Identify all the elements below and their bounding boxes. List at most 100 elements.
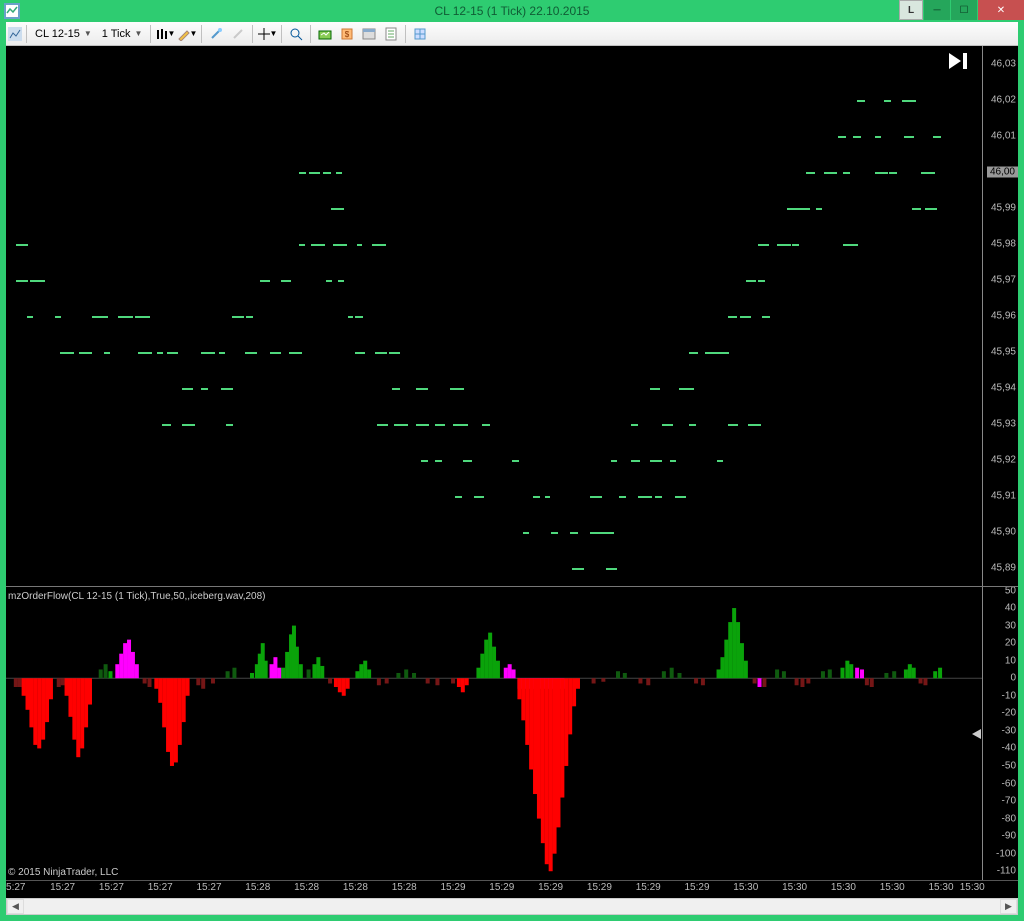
x-axis-label: 15:27 — [196, 882, 221, 893]
x-axis-label: 15:27 — [50, 882, 75, 893]
x-axis-label: 15:30 — [782, 882, 807, 893]
y-axis-label: -70 — [1002, 796, 1016, 807]
caret-icon: ▼ — [84, 29, 92, 38]
y-axis-label: -80 — [1002, 813, 1016, 824]
maximize-button[interactable]: ☐ — [951, 0, 977, 20]
caret-icon: ▼ — [135, 29, 143, 38]
y-axis-label: -40 — [1002, 743, 1016, 754]
y-axis-label: 46,03 — [991, 59, 1016, 70]
x-axis-label: 5:27 — [6, 882, 25, 893]
y-axis-label: 45,99 — [991, 203, 1016, 214]
app-window: CL 12-15 (1 Tick) 22.10.2015 L ─ ☐ ✕ CL … — [0, 0, 1024, 921]
main-y-axis[interactable]: 46,03 46,02 46,01 46,00 45,99 45,98 45,97 45,96… — [982, 46, 1018, 586]
y-axis-label: 20 — [1005, 638, 1016, 649]
copyright-label: © 2015 NinjaTrader, LLC — [8, 867, 118, 878]
x-axis[interactable]: 5:27 15:27 15:27 15:27 15:27 15:28 15:28 15:28 1… — [6, 880, 1018, 898]
indicator-label: mzOrderFlow(CL 12-15 (1 Tick),True,50,,i… — [8, 591, 266, 602]
scroll-track[interactable] — [24, 899, 1000, 914]
y-axis-label: -50 — [1002, 760, 1016, 771]
separator — [281, 25, 282, 43]
x-axis-label: 15:28 — [245, 882, 270, 893]
y-axis-label: 0 — [1010, 673, 1016, 684]
main-chart[interactable]: 46,03 46,02 46,01 46,00 45,99 45,98 45,97 45,96… — [6, 46, 1018, 586]
window-controls: L ─ ☐ ✕ — [898, 0, 1024, 22]
x-axis-label: 15:28 — [343, 882, 368, 893]
y-axis-label: 45,95 — [991, 347, 1016, 358]
sub-y-axis[interactable]: 50 40 30 20 10 0 -10 -20 -30 -40 -50 -60 -70 -80 -90 -1… — [982, 587, 1018, 880]
panel-button[interactable] — [359, 24, 379, 44]
y-axis-label: -30 — [1002, 725, 1016, 736]
y-axis-label: 46,02 — [991, 95, 1016, 106]
x-axis-label: 15:29 — [636, 882, 661, 893]
y-axis-label: 10 — [1005, 655, 1016, 666]
y-axis-label: 45,92 — [991, 455, 1016, 466]
x-axis-label: 15:29 — [440, 882, 465, 893]
pencil-button[interactable]: ▼ — [177, 24, 197, 44]
toolbar: CL 12-15 ▼ 1 Tick ▼ ▼ ▼ ▼ $ — [6, 22, 1018, 46]
L-button[interactable]: L — [899, 0, 923, 20]
wand2-button[interactable] — [228, 24, 248, 44]
sub-chart-svg — [6, 587, 982, 880]
y-axis-label: 45,89 — [991, 563, 1016, 574]
close-button[interactable]: ✕ — [978, 0, 1024, 20]
play-forward-icon[interactable] — [948, 52, 974, 70]
x-axis-label: 15:29 — [684, 882, 709, 893]
y-axis-label: 46,00 — [987, 167, 1018, 178]
crosshair-button[interactable]: ▼ — [257, 24, 277, 44]
separator — [150, 25, 151, 43]
y-axis-label: 40 — [1005, 603, 1016, 614]
bars-button[interactable]: ▼ — [155, 24, 175, 44]
y-axis-label: 45,90 — [991, 527, 1016, 538]
x-axis-label: 15:29 — [489, 882, 514, 893]
symbol-dropdown[interactable]: CL 12-15 ▼ — [31, 24, 96, 44]
y-axis-label: 45,98 — [991, 239, 1016, 250]
interval-dropdown[interactable]: 1 Tick ▼ — [98, 24, 147, 44]
y-axis-label: 45,96 — [991, 311, 1016, 322]
chart-container: 46,03 46,02 46,01 46,00 45,99 45,98 45,97 45,96… — [6, 46, 1018, 880]
separator — [405, 25, 406, 43]
y-axis-label: 45,93 — [991, 419, 1016, 430]
y-axis-label: -10 — [1002, 690, 1016, 701]
separator — [310, 25, 311, 43]
datafeed-button[interactable] — [315, 24, 335, 44]
interval-label: 1 Tick — [102, 28, 131, 40]
x-axis-label: 15:30 — [733, 882, 758, 893]
y-axis-label: -20 — [1002, 708, 1016, 719]
separator — [26, 25, 27, 43]
svg-text:$: $ — [345, 30, 350, 39]
x-axis-label: 15:27 — [148, 882, 173, 893]
minimize-button[interactable]: ─ — [924, 0, 950, 20]
x-axis-label: 15:30 — [928, 882, 953, 893]
x-axis-label: 15:27 — [99, 882, 124, 893]
window-title: CL 12-15 (1 Tick) 22.10.2015 — [0, 4, 1024, 18]
x-axis-label: 15:28 — [294, 882, 319, 893]
titlebar[interactable]: CL 12-15 (1 Tick) 22.10.2015 L ─ ☐ ✕ — [0, 0, 1024, 22]
y-axis-label: -90 — [1002, 831, 1016, 842]
y-axis-label: 30 — [1005, 620, 1016, 631]
x-axis-label: 15:30 — [960, 882, 985, 893]
separator — [252, 25, 253, 43]
y-axis-label: 46,01 — [991, 131, 1016, 142]
trade-button[interactable]: $ — [337, 24, 357, 44]
y-axis-label: -60 — [1002, 778, 1016, 789]
properties-button[interactable] — [381, 24, 401, 44]
x-axis-label: 15:30 — [880, 882, 905, 893]
h-scrollbar[interactable]: ◀ ▶ — [6, 898, 1018, 915]
separator — [201, 25, 202, 43]
chart-type-icon[interactable] — [8, 27, 22, 41]
sub-chart[interactable]: mzOrderFlow(CL 12-15 (1 Tick),True,50,,i… — [6, 586, 1018, 880]
y-axis-label: 50 — [1005, 586, 1016, 596]
y-axis-label: 45,94 — [991, 383, 1016, 394]
y-axis-label: -110 — [997, 866, 1016, 877]
y-axis-label: 45,97 — [991, 275, 1016, 286]
symbol-label: CL 12-15 — [35, 28, 80, 40]
grid-button[interactable] — [410, 24, 430, 44]
scroll-right-button[interactable]: ▶ — [1000, 899, 1017, 914]
app-icon — [4, 3, 20, 19]
scroll-left-button[interactable]: ◀ — [7, 899, 24, 914]
y-axis-label: -100 — [996, 848, 1016, 859]
y-axis-label: 45,91 — [991, 491, 1016, 502]
wand-button[interactable] — [206, 24, 226, 44]
x-axis-label: 15:29 — [587, 882, 612, 893]
zoom-button[interactable] — [286, 24, 306, 44]
